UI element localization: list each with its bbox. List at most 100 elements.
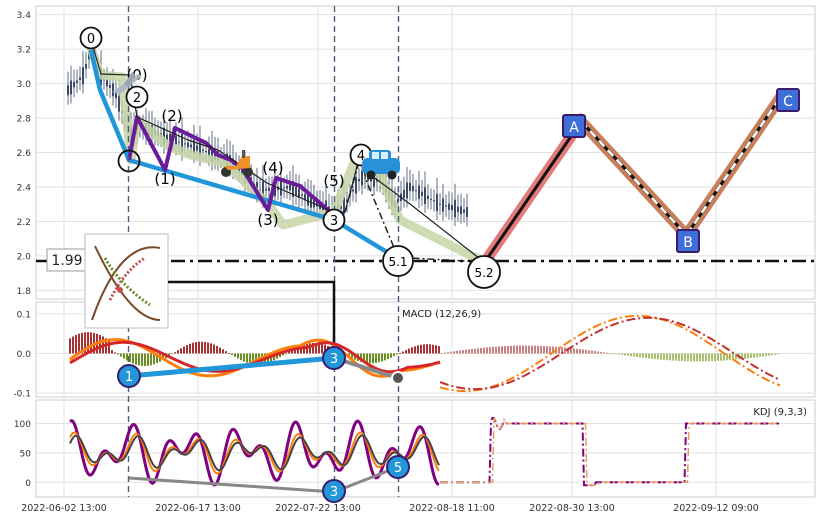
macd-histogram-bar (471, 348, 473, 354)
macd-histogram-bar (726, 353, 728, 361)
candle-body (103, 79, 105, 81)
y-tick-label: 50 (20, 449, 32, 459)
macd-histogram-bar (423, 344, 425, 354)
candle-body (442, 198, 444, 212)
macd-histogram-bar (162, 353, 164, 361)
y-tick-label: 2.2 (17, 218, 31, 228)
macd-title: MACD (12,26,9) (402, 309, 481, 320)
macd-histogram-bar (519, 345, 521, 354)
macd-histogram-bar (204, 341, 206, 354)
macd-histogram-bar (186, 345, 188, 354)
kdj-marker-5 (386, 455, 410, 479)
candle-body (202, 149, 204, 151)
candle-body (205, 150, 207, 153)
macd-histogram-bar (315, 343, 317, 354)
candle-body (358, 178, 360, 182)
wave-circle-52 (467, 255, 501, 289)
macd-histogram-bar (663, 353, 665, 360)
macd-histogram-bar (720, 353, 722, 361)
macd-histogram-bar (744, 353, 746, 359)
macd-histogram-bar (429, 344, 431, 354)
macd-histogram-bar (129, 353, 131, 363)
macd-histogram-bar (762, 353, 764, 357)
macd-histogram-bar (462, 350, 464, 354)
macd-histogram-bar (369, 353, 371, 364)
candle-body (292, 181, 294, 198)
kdj-title: KDJ (9,3,3) (753, 407, 807, 418)
kdj-marker-5-label: 5 (394, 461, 402, 476)
candle-body (283, 187, 285, 189)
candle-body (418, 185, 420, 199)
macd-histogram-bar (504, 346, 506, 354)
candle-body (352, 189, 354, 192)
candle-body (313, 198, 315, 208)
candle-body (295, 187, 297, 196)
candle-body (289, 183, 291, 191)
macd-histogram-bar (432, 344, 434, 354)
candle-body (460, 206, 462, 215)
macd-histogram-bar (693, 353, 695, 362)
macd-histogram-bar (126, 353, 128, 361)
wave-zigzag (127, 115, 336, 217)
candle-body (433, 200, 435, 202)
airplane-icon (112, 72, 142, 94)
macd-histogram-bar (417, 345, 419, 354)
macd-histogram-bar (612, 353, 614, 355)
macd-histogram-bar (225, 351, 227, 354)
macd-histogram-bar (588, 350, 590, 354)
macd-histogram-bar (483, 347, 485, 354)
macd-histogram-bar (111, 350, 113, 354)
macd-histogram-bar (399, 353, 401, 354)
candle-body (214, 150, 216, 160)
macd-histogram-bar (177, 350, 179, 354)
candle-body (430, 198, 432, 200)
inset-connector (168, 280, 336, 358)
macd-histogram-bar (147, 353, 149, 366)
macd-histogram-bar (765, 353, 767, 357)
wave-label-p4: (4) (262, 159, 283, 177)
macd-histogram-bar (312, 343, 314, 354)
y-tick-label: 3.2 (17, 46, 31, 56)
y-tick-label: 0 (25, 479, 31, 489)
macd-markers: 1 3 (117, 346, 405, 388)
macd-histogram-bar (660, 353, 662, 360)
candle-body (340, 205, 342, 209)
macd-histogram-bar (570, 348, 572, 354)
macd-histogram-bar (591, 350, 593, 354)
target-B: B (676, 229, 700, 253)
macd-histogram-bar (477, 348, 479, 354)
macd-histogram-bar (243, 353, 245, 362)
macd-histogram-bar (123, 353, 125, 359)
macd-histogram-bar (771, 353, 773, 356)
kdj-k-line (69, 434, 440, 472)
candle-body (85, 63, 87, 69)
macd-histogram-bar (699, 353, 701, 362)
wave-circle-51 (382, 245, 414, 277)
macd-histogram-bar (474, 348, 476, 354)
wave-label-p5: (5) (323, 172, 344, 190)
macd-histogram-bar (684, 353, 686, 362)
candle-body (166, 134, 168, 141)
macd-histogram-bar (567, 347, 569, 354)
candle-body (76, 80, 78, 83)
y-tick-label: 3.0 (17, 80, 32, 90)
macd-histogram-bar (534, 345, 536, 354)
macd-histogram-bar (387, 353, 389, 360)
candle-body (79, 77, 81, 80)
macd-histogram-bar (711, 353, 713, 362)
macd-histogram-bar (639, 353, 641, 358)
macd-histogram-bar (696, 353, 698, 362)
macd-histogram-bar (174, 352, 176, 354)
wave-label-3: 3 (330, 214, 338, 229)
macd-histogram-bar (600, 351, 602, 354)
macd-histogram-bar (81, 332, 83, 354)
macd-histogram-bar (723, 353, 725, 361)
macd-histogram-bar (324, 344, 326, 354)
inset-thumbnail (84, 233, 169, 329)
target-label-C: C (783, 94, 793, 110)
macd-histogram-bar (450, 351, 452, 354)
macd-histogram-bar (288, 351, 290, 354)
macd-trend-blue (128, 355, 335, 379)
candle-body (301, 194, 303, 196)
candle-body (262, 181, 264, 200)
